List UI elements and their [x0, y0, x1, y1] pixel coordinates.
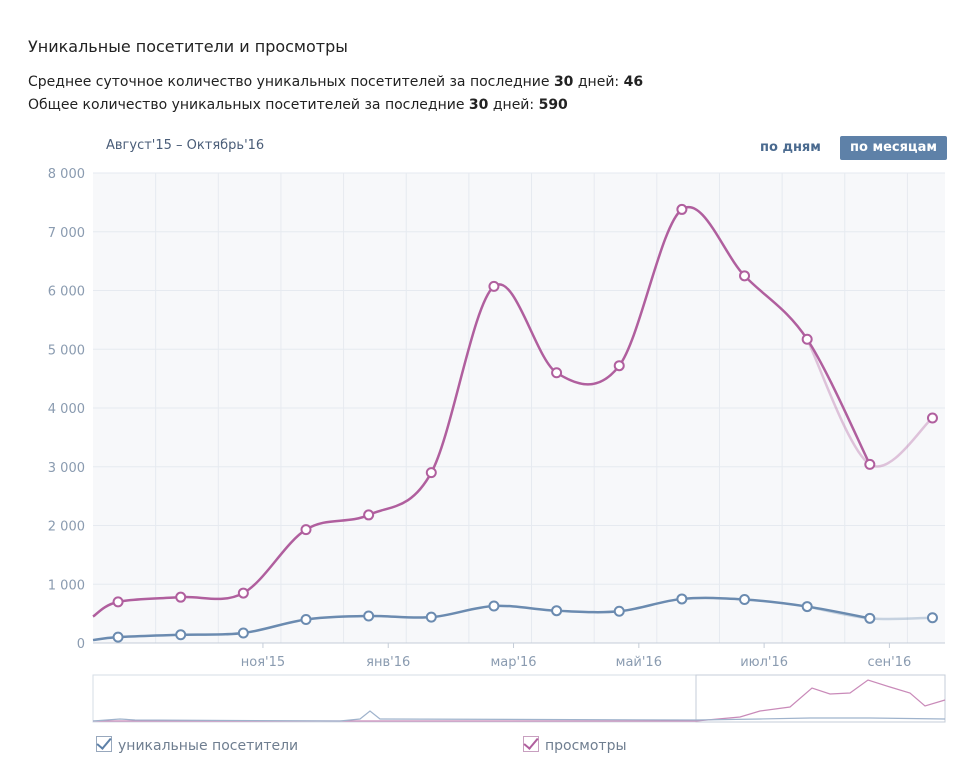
navigator-window — [695, 674, 946, 723]
legend-views-toggle[interactable]: просмотры — [523, 736, 627, 754]
y-tick-label: 7 000 — [48, 226, 85, 241]
data-point — [926, 612, 938, 624]
data-point — [613, 360, 625, 372]
data-point — [237, 587, 249, 599]
y-tick-label: 6 000 — [48, 285, 85, 300]
data-point — [175, 591, 187, 603]
y-tick-label: 3 000 — [48, 461, 85, 476]
data-point — [739, 270, 751, 282]
data-point — [864, 612, 876, 624]
data-point — [425, 611, 437, 623]
data-point — [676, 203, 688, 215]
x-tick-label: сен'16 — [868, 655, 912, 670]
data-point — [801, 601, 813, 613]
y-tick-label: 5 000 — [48, 343, 85, 358]
data-point — [864, 458, 876, 470]
avg-daily-visitors: Среднее суточное количество уникальных п… — [28, 74, 644, 90]
data-point — [363, 610, 375, 622]
data-point — [613, 605, 625, 617]
data-point — [175, 629, 187, 641]
x-tick-label: май'16 — [616, 655, 662, 670]
data-point — [676, 593, 688, 605]
data-point — [926, 412, 938, 424]
data-point — [425, 467, 437, 479]
navigator-frame — [92, 674, 946, 723]
x-tick-label: мар'16 — [490, 655, 536, 670]
data-point — [551, 605, 563, 617]
y-tick-label: 0 — [77, 637, 85, 652]
x-tick-label: янв'16 — [366, 655, 410, 670]
data-point — [300, 614, 312, 625]
checkbox-icon[interactable] — [523, 736, 539, 752]
x-tick-label: ноя'15 — [241, 655, 285, 670]
checkbox-icon[interactable] — [96, 736, 112, 752]
x-tick-label: июл'16 — [740, 655, 788, 670]
data-point — [237, 627, 249, 639]
data-point — [739, 594, 751, 606]
navigator-visitors-line — [92, 710, 946, 722]
data-point — [112, 596, 124, 608]
data-point — [300, 524, 312, 536]
data-point — [488, 280, 500, 292]
y-tick-label: 8 000 — [48, 167, 85, 182]
line-chart: 0 1 000 2 000 3 000 4 000 5 000 6 000 7 000 8 00… — [48, 167, 946, 723]
series-line-0 — [92, 596, 871, 642]
y-tick-label: 1 000 — [48, 578, 85, 593]
by-days-button[interactable]: по дням — [760, 140, 821, 155]
chart-title: Уникальные посетители и просмотры — [28, 37, 348, 56]
period-label: Август'15 – Октябрь'16 — [106, 138, 265, 153]
total-visitors: Общее количество уникальных посетителей … — [28, 97, 568, 113]
data-point — [801, 333, 813, 345]
by-months-button[interactable]: по месяцам — [840, 136, 947, 160]
data-point — [551, 367, 563, 379]
data-point — [363, 509, 375, 521]
legend-visitors-toggle[interactable]: уникальные посетители — [96, 736, 298, 754]
data-point — [112, 631, 124, 643]
data-point — [488, 600, 500, 612]
navigator-views-line — [93, 679, 946, 722]
y-tick-label: 4 000 — [48, 402, 85, 417]
y-tick-label: 2 000 — [48, 520, 85, 535]
